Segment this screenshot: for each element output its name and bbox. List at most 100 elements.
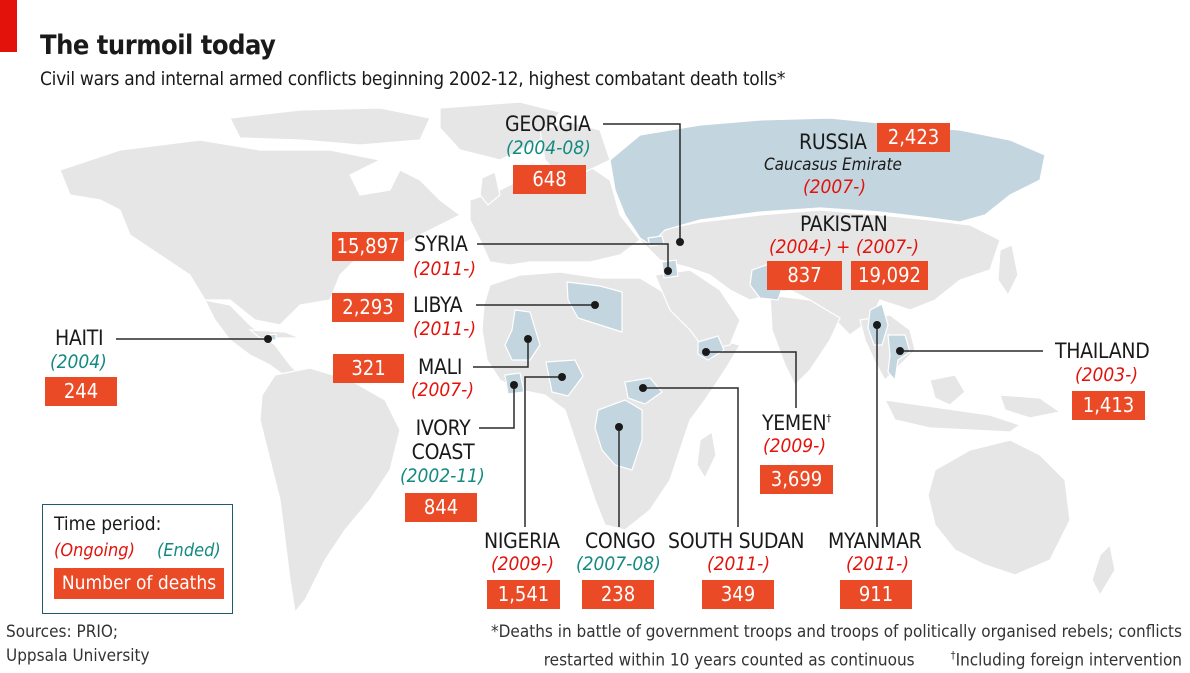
legend-ended: (Ended) [157,540,221,561]
pakistan-deaths-b: 19,092 [851,261,928,290]
sources-line1: Sources: PRIO; [6,622,119,642]
scandinavia [539,121,611,176]
canadian-arctic [229,107,431,146]
yemen-deaths: 3,699 [760,465,833,494]
nigeria-dot [558,373,566,381]
ivory-coast-period: (2002-11) [400,465,485,487]
thailand-label: THAILAND [1055,339,1150,363]
chart-title: The turmoil today [40,30,276,61]
leader-lines [116,123,1043,527]
myanmar-label: MYANMAR [828,529,922,553]
mali-deaths: 321 [333,354,404,383]
sources: Sources: PRIO; Uppsala University [6,620,150,668]
pakistan-period-a: (2004-) [769,236,833,258]
haiti-dot [264,335,272,343]
georgia-dot [676,238,684,246]
south-sudan-deaths: 349 [702,580,774,609]
legend-title: Time period: [54,513,162,535]
mali-period: (2007-) [411,379,475,401]
georgia-label: GEORGIA [505,112,591,136]
footnote-line2-wrap: restarted within 10 years counted as con… [491,644,1182,673]
footnote-dagger-text: Including foreign intervention [955,650,1182,671]
thailand-deaths: 1,413 [1072,391,1145,420]
pakistan-deaths-a: 837 [767,261,842,290]
yemen-dot [702,348,710,356]
libya-deaths: 2,293 [332,293,404,322]
libya-period: (2011-) [413,318,477,340]
yemen-label: YEMEN† [762,411,831,435]
south-sudan-period: (2011-) [707,553,771,575]
thailand-period: (2003-) [1075,364,1139,386]
syria-period: (2011-) [413,258,477,280]
nigeria-period: (2009-) [491,553,555,575]
myanmar-period: (2011-) [846,553,910,575]
mali-dot [524,335,532,343]
haiti-label: HAITI [55,326,104,350]
russia-period: (2007-) [803,176,867,198]
mali-label: MALI [418,355,463,379]
congo-dot [615,423,623,431]
india [769,294,841,387]
yemen-dagger: † [826,412,831,425]
south-sudan-leader [643,387,739,527]
arabia [654,269,741,351]
thailand-dot [896,347,904,355]
legend-deaths-swatch: Number of deaths [54,568,224,599]
madagascar [696,430,717,480]
syria-dot [664,267,672,275]
footnote: *Deaths in battle of government troops a… [491,620,1182,673]
south-sudan-dot [639,384,647,392]
ivory-coast-dot [510,381,518,389]
footnote-line2: restarted within 10 years counted as con… [543,650,915,671]
ivory-coast-leader [479,385,515,429]
congo-label: CONGO [585,529,656,553]
nigeria-deaths: 1,541 [487,580,560,609]
syria-deaths: 15,897 [332,232,404,261]
greenland [439,101,562,161]
libya-dot [591,301,599,309]
australia [927,439,1071,576]
thailand-shape [887,334,911,382]
russia-label: RUSSIA [799,130,867,154]
footnote-dagger: † [950,649,956,662]
chart-subtitle: Civil wars and internal armed conflicts … [40,68,786,90]
legend-ongoing: (Ongoing) [54,540,135,561]
ivory-coast-deaths: 844 [405,493,477,522]
haiti-period: (2004) [50,351,107,373]
japan [997,244,1019,297]
nigeria-label: NIGERIA [484,529,560,553]
mali-leader [473,339,529,368]
pakistan-label: PAKISTAN [800,212,888,236]
syria-leader [477,243,669,270]
yemen-name: YEMEN [762,411,827,435]
haiti-deaths: 244 [45,377,117,406]
borneo [929,374,966,406]
georgia-period: (2004-08) [506,137,591,159]
georgia-leader [603,123,681,242]
pakistan-plus: + [836,236,851,258]
footnote-line1: *Deaths in battle of government troops a… [491,622,1182,642]
yemen-leader [706,351,797,408]
syria-label: SYRIA [414,232,468,256]
pakistan-period-b: (2007-) [856,236,920,258]
myanmar-deaths: 911 [840,580,912,609]
nigeria-leader [524,376,562,527]
georgia-deaths: 648 [513,165,586,194]
new-guinea [999,394,1062,419]
new-zealand [1091,543,1116,597]
ivory-coast-label-line2: COAST [411,440,475,464]
uk [479,171,501,206]
mali-shape [504,309,541,361]
congo-period: (2007-08) [576,553,661,575]
south-america [259,367,401,614]
ivory-coast-label-line1: IVORY [415,416,471,440]
brand-red-tag [0,0,17,52]
south-sudan-label: SOUTH SUDAN [668,529,805,553]
myanmar-dot [873,321,881,329]
sources-line2: Uppsala University [6,646,150,666]
location-dots [264,238,904,431]
russia-deaths: 2,423 [877,123,950,152]
legend: Time period: (Ongoing) (Ended) Number of… [42,504,233,614]
russia-note: Caucasus Emirate [764,155,902,175]
indonesia [883,399,1022,433]
